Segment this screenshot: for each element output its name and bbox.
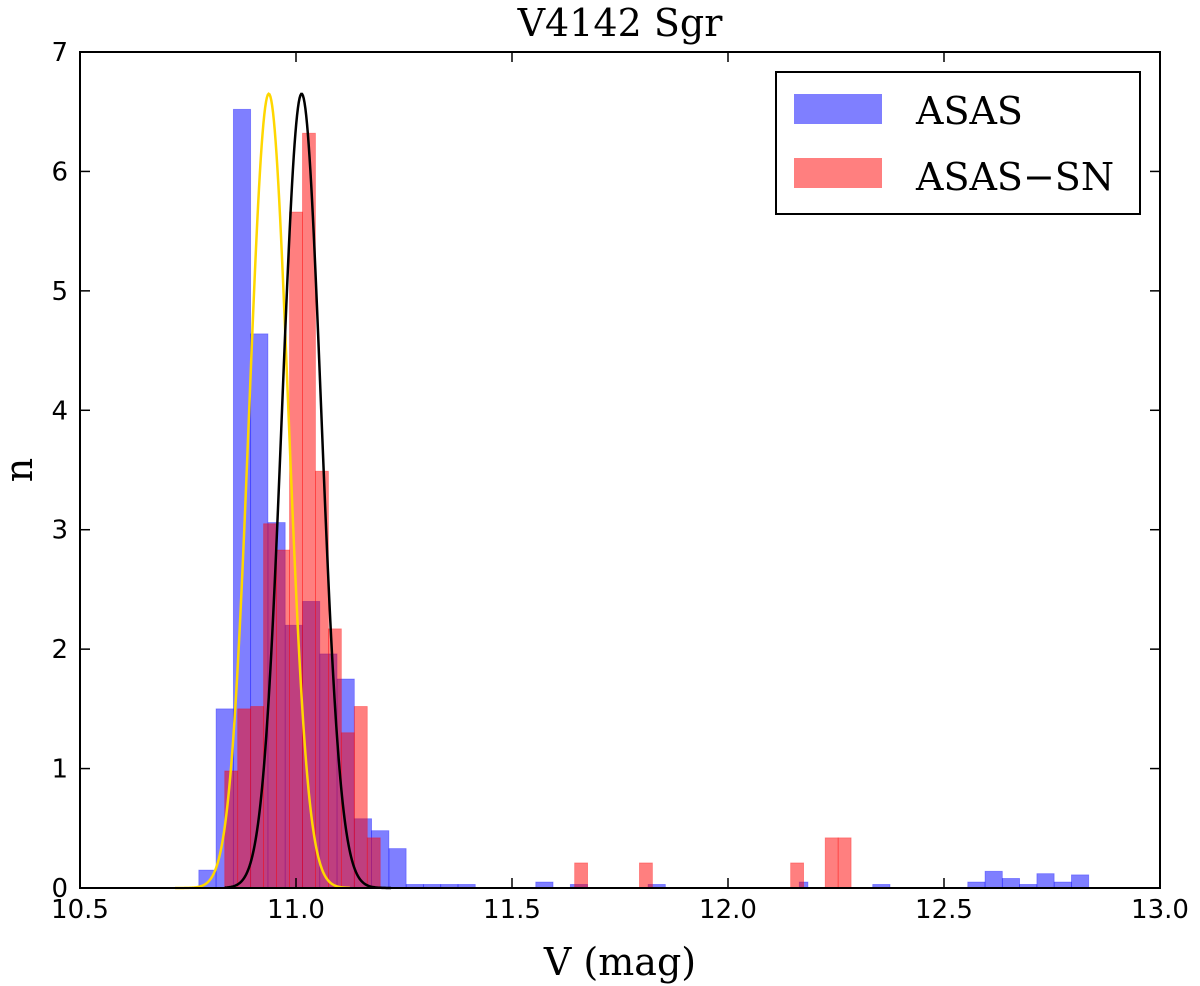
- histogram-bars: [198, 108, 1090, 889]
- y-tick-label: 6: [51, 157, 68, 187]
- bar-asas-sn-13: [639, 862, 653, 889]
- y-tick-label: 3: [51, 516, 68, 546]
- bar-asas-sn-12: [574, 862, 589, 889]
- legend: ASAS ASAS−SN: [775, 71, 1141, 215]
- bar-asas-sn-16: [837, 837, 852, 889]
- y-tick-label: 2: [51, 635, 68, 665]
- gaussian-curve-black: [224, 92, 392, 890]
- y-tick-label: 0: [51, 874, 68, 904]
- bar-asas-sn-10: [353, 706, 368, 889]
- chart-title: V4142 Sgr: [517, 1, 724, 45]
- bar-asas-sn-14: [790, 862, 805, 889]
- bar-asas-sn-0: [224, 770, 239, 889]
- plot-frame: [79, 51, 1161, 889]
- y-axis-label: n: [0, 458, 41, 482]
- y-tick-label: 7: [51, 38, 68, 68]
- x-tick-label: 11.0: [267, 895, 325, 925]
- bar-asas-sn-11: [366, 837, 381, 889]
- bar-asas-sn-15: [824, 837, 839, 889]
- x-tick-label: 10.5: [51, 895, 109, 925]
- y-tick-label: 5: [51, 277, 68, 307]
- y-tick-label: 1: [51, 755, 68, 785]
- bar-asas-22: [984, 870, 1003, 889]
- x-tick-label: 13.0: [1131, 895, 1189, 925]
- legend-swatch-asas: [794, 94, 882, 124]
- legend-label-asas-sn: ASAS−SN: [915, 155, 1114, 199]
- x-tick-label: 12.0: [699, 895, 757, 925]
- legend-label-asas: ASAS: [915, 89, 1023, 133]
- bar-asas-sn-4: [276, 549, 290, 889]
- y-tick-label: 4: [51, 396, 68, 426]
- x-tick-label: 11.5: [483, 895, 541, 925]
- bar-asas-27: [1071, 874, 1090, 889]
- x-tick-label: 12.5: [915, 895, 973, 925]
- gaussian-curves: [175, 92, 392, 890]
- axis-ticks: 10.5 11.0 11.5 12.0 12.5 13.0 0 1 2 3 4 5 6 7: [51, 38, 1189, 925]
- bar-asas-23: [1001, 878, 1021, 889]
- gaussian-curve-yellow: [175, 92, 351, 890]
- legend-swatch-asas-sn: [794, 158, 882, 188]
- bar-asas-sn-5: [289, 211, 303, 889]
- x-axis-label: V (mag): [543, 940, 696, 984]
- bar-asas-25: [1036, 873, 1055, 889]
- bar-asas-11: [388, 848, 407, 889]
- bar-asas-sn-1: [237, 708, 252, 889]
